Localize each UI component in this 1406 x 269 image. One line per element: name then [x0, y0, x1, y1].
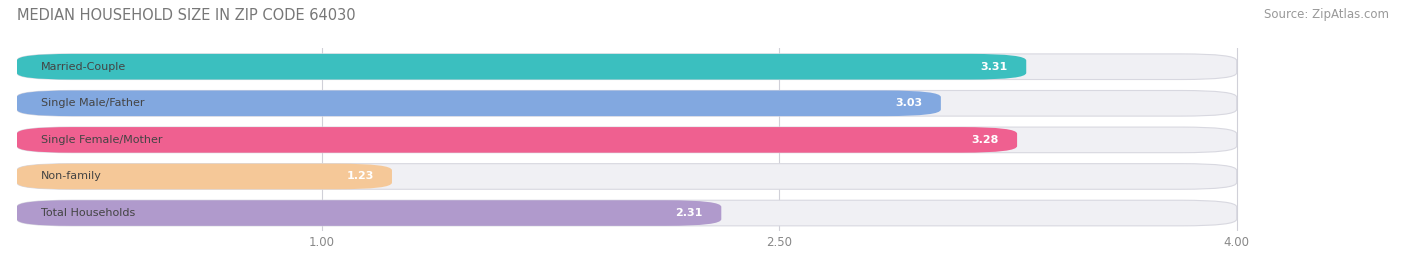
FancyBboxPatch shape	[17, 200, 721, 226]
Text: 1.23: 1.23	[346, 171, 374, 182]
FancyBboxPatch shape	[17, 54, 1026, 80]
Text: 2.31: 2.31	[676, 208, 703, 218]
Text: Source: ZipAtlas.com: Source: ZipAtlas.com	[1264, 8, 1389, 21]
Text: Non-family: Non-family	[41, 171, 103, 182]
Text: 3.03: 3.03	[896, 98, 922, 108]
Text: Single Female/Mother: Single Female/Mother	[41, 135, 163, 145]
FancyBboxPatch shape	[17, 90, 1237, 116]
FancyBboxPatch shape	[17, 127, 1017, 153]
Text: Total Households: Total Households	[41, 208, 135, 218]
FancyBboxPatch shape	[17, 200, 1237, 226]
FancyBboxPatch shape	[17, 54, 1237, 80]
FancyBboxPatch shape	[17, 90, 941, 116]
FancyBboxPatch shape	[17, 164, 392, 189]
FancyBboxPatch shape	[17, 164, 1237, 189]
FancyBboxPatch shape	[17, 127, 1237, 153]
Text: Single Male/Father: Single Male/Father	[41, 98, 145, 108]
Text: MEDIAN HOUSEHOLD SIZE IN ZIP CODE 64030: MEDIAN HOUSEHOLD SIZE IN ZIP CODE 64030	[17, 8, 356, 23]
Text: Married-Couple: Married-Couple	[41, 62, 127, 72]
Text: 3.28: 3.28	[972, 135, 998, 145]
Text: 3.31: 3.31	[981, 62, 1008, 72]
